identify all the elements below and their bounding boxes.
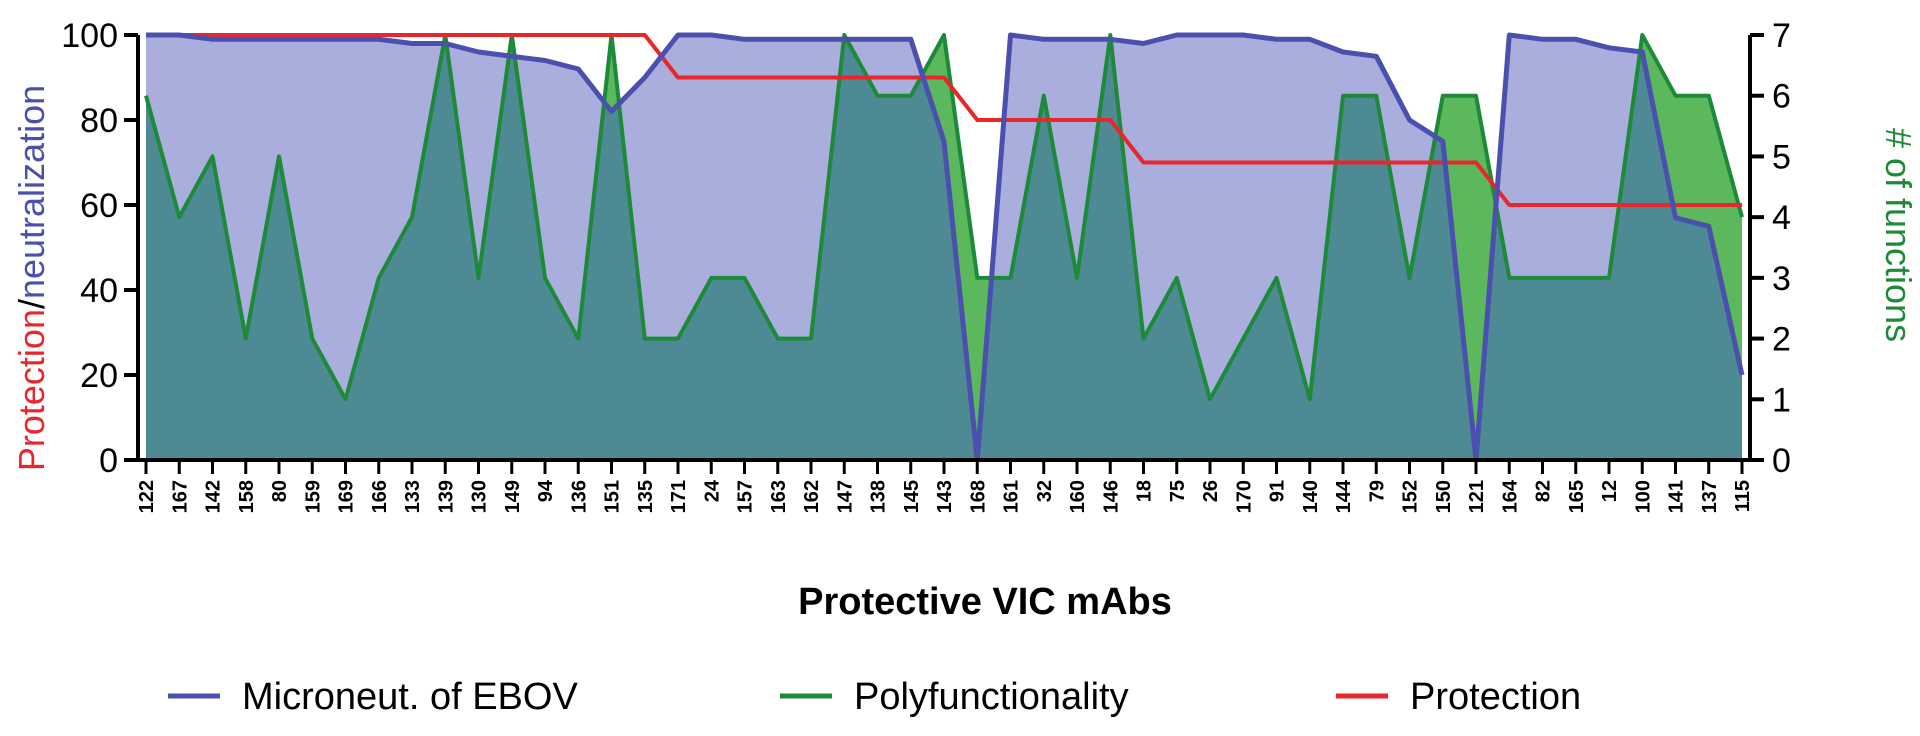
y-axis-left-label-neutralization: neutralization: [11, 85, 52, 299]
y-right-tick-label: 7: [1772, 17, 1791, 55]
overlap-area: [146, 35, 1742, 460]
x-tick-label: 12: [1599, 480, 1621, 502]
x-tick-label: 161: [1001, 480, 1023, 513]
legend-label: Polyfunctionality: [854, 676, 1129, 718]
y-right-tick-label: 6: [1772, 78, 1791, 116]
x-tick-label: 18: [1134, 480, 1156, 502]
x-tick-label: 151: [602, 480, 624, 513]
x-tick-label: 26: [1200, 480, 1222, 502]
y-axis-right-label: # of functions: [1878, 128, 1919, 342]
x-tick-label: 170: [1233, 480, 1255, 513]
x-tick-label: 32: [1034, 480, 1056, 502]
x-tick-label: 140: [1300, 480, 1322, 513]
x-tick-label: 149: [502, 480, 524, 513]
y-axis-left-label-protection: Protection: [11, 309, 52, 471]
y-left-tick-label: 80: [80, 102, 118, 140]
x-tick-label: 166: [369, 480, 391, 513]
x-tick-label: 165: [1566, 480, 1588, 513]
y-left-tick-label: 100: [61, 17, 118, 55]
x-tick-label: 75: [1167, 480, 1189, 502]
x-tick-label: 160: [1067, 480, 1089, 513]
y-axis-left-label-separator: /: [11, 299, 52, 309]
x-tick-label: 147: [834, 480, 856, 513]
x-tick-label: 168: [967, 480, 989, 513]
y-left-tick-label: 0: [99, 442, 118, 480]
x-tick-label: 137: [1699, 480, 1721, 513]
y-left-tick-label: 20: [80, 357, 118, 395]
x-tick-label: 24: [701, 479, 723, 502]
chart-areas: [146, 35, 1742, 460]
x-tick-label: 143: [934, 480, 956, 513]
x-tick-label: 133: [402, 480, 424, 513]
x-tick-label: 144: [1333, 479, 1355, 513]
x-tick-label: 138: [868, 480, 890, 513]
x-tick-label: 171: [668, 480, 690, 513]
x-tick-label: 130: [469, 480, 491, 513]
x-tick-label: 141: [1666, 480, 1688, 513]
y-right-tick-label: 1: [1772, 381, 1791, 419]
x-tick-label: 122: [136, 480, 158, 513]
x-tick-label: 169: [336, 480, 358, 513]
x-tick-label: 139: [435, 480, 457, 513]
x-tick-label: 94: [535, 479, 557, 502]
x-tick-label: 146: [1100, 480, 1122, 513]
y-right-tick-label: 5: [1772, 138, 1791, 176]
x-tick-label: 135: [635, 480, 657, 513]
y-right-tick-label: 0: [1772, 442, 1791, 480]
y-axis-left-label: Protection/neutralization: [11, 85, 52, 471]
x-tick-label: 150: [1433, 480, 1455, 513]
polyfunctionality-line: [144, 33, 1744, 402]
x-tick-label: 167: [169, 480, 191, 513]
y-right-tick-label: 3: [1772, 260, 1791, 298]
x-tick-label: 142: [203, 480, 225, 513]
x-axis-label: Protective VIC mAbs: [798, 581, 1172, 623]
x-tick-label: 82: [1533, 480, 1555, 502]
x-tick-label: 152: [1400, 480, 1422, 513]
x-tick-label: 163: [768, 480, 790, 513]
y-left-tick-label: 40: [80, 272, 118, 310]
y-right-tick-label: 2: [1772, 321, 1791, 359]
x-tick-label: 91: [1267, 480, 1289, 502]
x-tick-label: 164: [1499, 479, 1521, 513]
x-tick-label: 100: [1632, 480, 1654, 513]
legend-label: Microneut. of EBOV: [242, 676, 578, 718]
y-right-tick-label: 4: [1772, 199, 1791, 237]
x-tick-label: 145: [901, 480, 923, 513]
x-tick-label: 159: [302, 480, 324, 513]
legend-label: Protection: [1410, 676, 1581, 718]
y-left-tick-label: 60: [80, 187, 118, 225]
x-tick-label: 157: [735, 480, 757, 513]
x-tick-label: 162: [801, 480, 823, 513]
x-tick-label: 115: [1732, 480, 1754, 512]
protection-line: [146, 33, 1742, 207]
x-tick-label: 80: [269, 480, 291, 502]
legend: Microneut. of EBOV Polyfunctionality Prote…: [168, 676, 1581, 718]
x-tick-label: 136: [568, 480, 590, 513]
x-tick-label: 121: [1466, 480, 1488, 513]
x-tick-label: 158: [236, 480, 258, 513]
x-tick-label: 79: [1366, 480, 1388, 502]
